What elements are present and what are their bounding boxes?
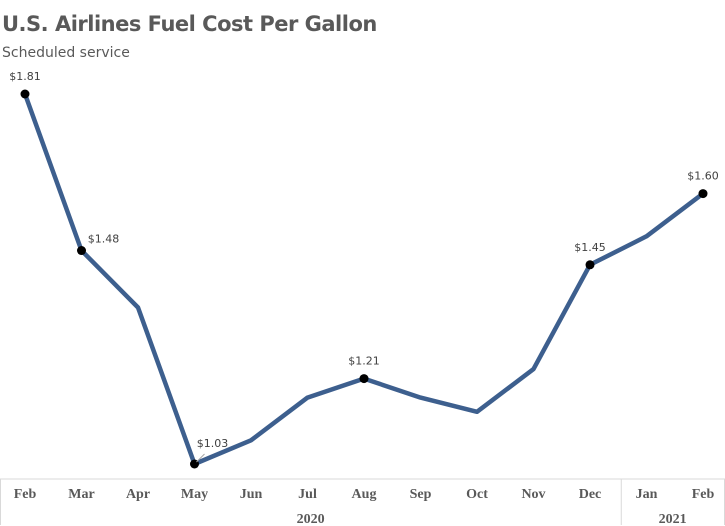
x-tick-label: Dec <box>579 487 602 502</box>
x-tick-label: Feb <box>14 487 37 502</box>
x-tick-label: Nov <box>521 487 545 502</box>
x-tick-label: Jun <box>240 487 263 502</box>
data-label: $1.03 <box>197 437 229 450</box>
data-point-marker <box>698 189 708 199</box>
x-tick-label: Jul <box>298 487 317 502</box>
x-tick-label: Mar <box>68 487 94 502</box>
data-label: $1.48 <box>88 233 120 246</box>
x-tick-label: May <box>181 487 208 502</box>
x-tick-label: Feb <box>692 487 715 502</box>
x-tick-label: Sep <box>410 487 432 502</box>
x-tick-label: Aug <box>352 487 377 502</box>
data-label: $1.60 <box>687 170 719 183</box>
x-tick-label: Oct <box>466 487 488 502</box>
data-label: $1.45 <box>574 241 606 254</box>
data-point-marker <box>20 89 30 99</box>
x-tick-label: Jan <box>636 487 658 502</box>
x-tick-label: Apr <box>126 487 150 502</box>
series-line <box>22 91 706 467</box>
year-label: 2021 <box>659 512 687 526</box>
data-label-leader <box>196 453 205 463</box>
data-point-marker <box>585 260 595 270</box>
year-label: 2020 <box>297 512 325 526</box>
data-label: $1.21 <box>348 355 380 368</box>
data-point-marker <box>77 246 86 256</box>
data-point-marker <box>359 374 369 384</box>
chart-subtitle: Scheduled service <box>2 45 130 61</box>
chart-title: U.S. Airlines Fuel Cost Per Gallon <box>2 12 377 36</box>
data-label: $1.81 <box>9 70 41 83</box>
